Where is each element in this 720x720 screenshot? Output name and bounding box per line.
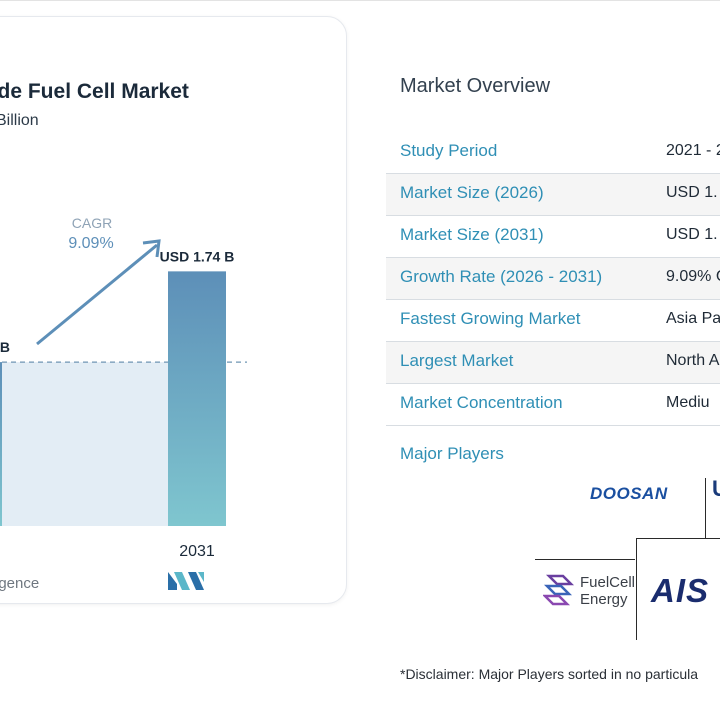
row-value: USD 1. <box>666 184 718 201</box>
aisin-logo: AIS <box>651 572 710 609</box>
mordor-logo-icon <box>168 572 204 590</box>
bar-026 <box>0 362 2 526</box>
cagr-label: CAGR <box>72 215 112 231</box>
energy-text: Energy <box>580 591 628 608</box>
overview-row: Market Size (2031) USD 1. <box>386 216 720 258</box>
row-label: Market Size (2026) <box>400 183 544 202</box>
row-label: Market Size (2031) <box>400 225 544 244</box>
row-label: Study Period <box>400 141 498 160</box>
overview-row: Study Period 2021 - 2 <box>386 132 720 174</box>
cagr-arrowhead <box>142 239 161 258</box>
fuelcell-text: FuelCell <box>580 574 636 591</box>
overview-table: Study Period 2021 - 2 Market Size (2026)… <box>386 132 720 426</box>
chart-subtitle: D Billion <box>0 112 39 129</box>
row-value: Mediu <box>666 394 710 411</box>
logo-divider <box>636 538 720 539</box>
disclaimer: *Disclaimer: Major Players sorted in no … <box>400 666 698 682</box>
row-value: North A <box>666 352 720 369</box>
row-label: Growth Rate (2026 - 2031) <box>400 267 603 286</box>
reference-band <box>2 362 168 526</box>
bar-2031 <box>168 271 226 526</box>
row-label: Market Concentration <box>400 393 563 412</box>
logo-divider <box>705 478 706 538</box>
cagr-arrow <box>36 243 158 346</box>
overview-title: Market Overview <box>400 75 551 97</box>
row-value: Asia Pa <box>666 310 720 327</box>
chart-title: xide Fuel Cell Market <box>0 80 189 103</box>
overview-row: Growth Rate (2026 - 2031) 9.09% C <box>386 258 720 300</box>
row-label: Fastest Growing Market <box>400 309 581 328</box>
row-value: USD 1. <box>666 226 718 243</box>
logo-divider <box>535 559 635 560</box>
fuelcell-energy-logo: FuelCell Energy <box>580 574 635 608</box>
cagr-value: 9.09% <box>68 235 113 252</box>
category-label: 2031 <box>179 543 215 560</box>
overview-row: Fastest Growing Market Asia Pa <box>386 300 720 342</box>
row-label: Largest Market <box>400 351 514 370</box>
row-value: 2021 - 2 <box>666 142 720 159</box>
top-rule <box>0 0 720 1</box>
major-players-title: Major Players <box>400 444 504 463</box>
partial-logo: U <box>712 476 720 501</box>
overview-row: Market Size (2026) USD 1. <box>386 174 720 216</box>
row-value: 9.09% C <box>666 268 720 285</box>
value-label: USD 1.74 B <box>160 248 235 264</box>
brand-text: elligence <box>0 575 40 592</box>
overview-row: Largest Market North A <box>386 342 720 384</box>
doosan-logo: DOOSAN <box>590 484 668 503</box>
logo-divider <box>636 538 637 640</box>
overview-row: Market Concentration Mediu <box>386 384 720 426</box>
fuelcell-energy-logo-icon <box>543 574 575 606</box>
value-label: 1.12 B <box>0 339 10 355</box>
